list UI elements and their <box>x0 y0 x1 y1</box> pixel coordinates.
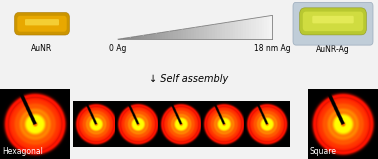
FancyBboxPatch shape <box>25 19 59 25</box>
Text: 0 Ag: 0 Ag <box>109 44 127 53</box>
FancyBboxPatch shape <box>300 8 366 35</box>
Text: AuNR: AuNR <box>31 44 53 53</box>
FancyBboxPatch shape <box>312 16 354 23</box>
FancyBboxPatch shape <box>17 16 67 32</box>
Text: 18 nm Ag: 18 nm Ag <box>254 44 290 53</box>
Text: AuNR-Ag: AuNR-Ag <box>316 45 350 54</box>
FancyBboxPatch shape <box>14 12 70 35</box>
Text: Hexagonal: Hexagonal <box>2 147 43 156</box>
Text: Square: Square <box>310 147 337 156</box>
Text: ↓ Self assembly: ↓ Self assembly <box>149 74 229 84</box>
FancyBboxPatch shape <box>293 2 373 45</box>
FancyBboxPatch shape <box>303 12 363 31</box>
